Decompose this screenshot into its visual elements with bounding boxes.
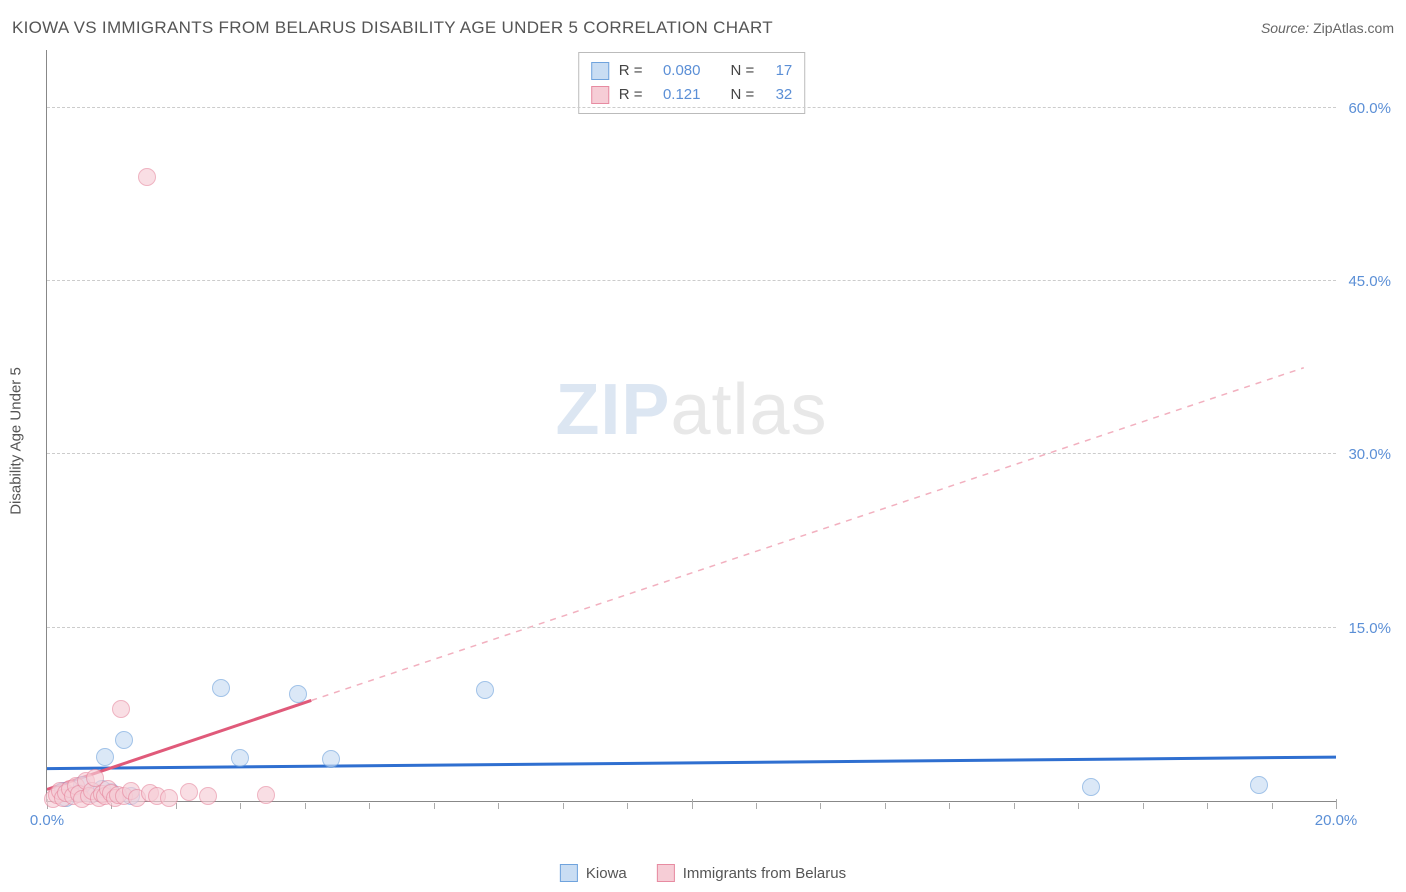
legend-series-name: Immigrants from Belarus — [683, 865, 846, 882]
data-point-kiowa — [115, 731, 133, 749]
correlation-legend: R = 0.080 N = 17 R = 0.121 N = 32 — [578, 52, 806, 114]
watermark-light: atlas — [670, 370, 827, 450]
gridline — [47, 280, 1336, 281]
watermark-bold: ZIP — [555, 370, 670, 450]
x-tick — [434, 803, 435, 809]
x-tick — [369, 803, 370, 809]
gridline — [47, 107, 1336, 108]
legend-r-value: 0.080 — [653, 59, 701, 83]
chart-area: Disability Age Under 5 ZIPatlas R =0.080… — [46, 50, 1396, 832]
x-tick — [820, 803, 821, 809]
source-name: ZipAtlas.com — [1313, 20, 1394, 36]
x-tick-label: 20.0% — [1315, 812, 1358, 829]
legend-n-value: 32 — [764, 83, 792, 107]
x-tick-label: 0.0% — [30, 812, 64, 829]
x-tick — [563, 803, 564, 809]
scatter-plot: ZIPatlas R =0.080N =17R =0.121N =32 15.0… — [46, 50, 1336, 802]
y-tick-label: 60.0% — [1348, 100, 1391, 117]
data-point-kiowa — [476, 681, 494, 699]
x-tick — [1336, 799, 1337, 809]
data-point-belarus — [199, 787, 217, 805]
legend-r-value: 0.121 — [653, 83, 701, 107]
data-point-belarus — [138, 168, 156, 186]
x-tick — [1014, 803, 1015, 809]
y-tick-label: 30.0% — [1348, 446, 1391, 463]
source-attribution: Source: ZipAtlas.com — [1261, 20, 1394, 36]
legend-r-label: R = — [619, 83, 643, 107]
data-point-kiowa — [1250, 776, 1268, 794]
y-axis-title: Disability Age Under 5 — [8, 367, 25, 515]
gridline — [47, 453, 1336, 454]
legend-swatch — [591, 62, 609, 80]
legend-n-label: N = — [731, 59, 755, 83]
x-tick — [1272, 803, 1273, 809]
x-tick — [498, 803, 499, 809]
x-tick — [949, 803, 950, 809]
data-point-kiowa — [289, 685, 307, 703]
legend-swatch — [657, 864, 675, 882]
legend-item-belarus: Immigrants from Belarus — [657, 864, 846, 882]
legend-n-value: 17 — [764, 59, 792, 83]
legend-item-kiowa: Kiowa — [560, 864, 627, 882]
x-tick — [1078, 803, 1079, 809]
legend-r-label: R = — [619, 59, 643, 83]
legend-n-label: N = — [731, 83, 755, 107]
legend-series-name: Kiowa — [586, 865, 627, 882]
header: KIOWA VS IMMIGRANTS FROM BELARUS DISABIL… — [12, 18, 1394, 38]
data-point-belarus — [180, 783, 198, 801]
legend-swatch — [560, 864, 578, 882]
data-point-kiowa — [96, 748, 114, 766]
series-legend: Kiowa Immigrants from Belarus — [560, 864, 846, 882]
legend-row-kiowa: R = 0.080 N = 17 — [591, 59, 793, 83]
gridline — [47, 627, 1336, 628]
data-point-kiowa — [212, 679, 230, 697]
data-point-belarus — [257, 786, 275, 804]
source-prefix: Source: — [1261, 20, 1313, 36]
x-tick — [305, 803, 306, 809]
x-tick — [885, 803, 886, 809]
x-tick — [1207, 803, 1208, 809]
x-tick — [756, 803, 757, 809]
x-tick — [692, 799, 693, 809]
data-point-belarus — [112, 700, 130, 718]
x-tick — [240, 803, 241, 809]
data-point-kiowa — [1082, 778, 1100, 796]
data-point-kiowa — [322, 750, 340, 768]
y-tick-label: 45.0% — [1348, 273, 1391, 290]
legend-row-belarus: R = 0.121 N = 32 — [591, 83, 793, 107]
x-tick — [1143, 803, 1144, 809]
x-tick — [627, 803, 628, 809]
trend-lines — [47, 50, 1336, 801]
y-tick-label: 15.0% — [1348, 620, 1391, 637]
watermark: ZIPatlas — [555, 369, 827, 451]
data-point-belarus — [160, 789, 178, 807]
chart-title: KIOWA VS IMMIGRANTS FROM BELARUS DISABIL… — [12, 18, 773, 38]
legend-swatch — [591, 86, 609, 104]
x-tick — [176, 803, 177, 809]
data-point-kiowa — [231, 749, 249, 767]
